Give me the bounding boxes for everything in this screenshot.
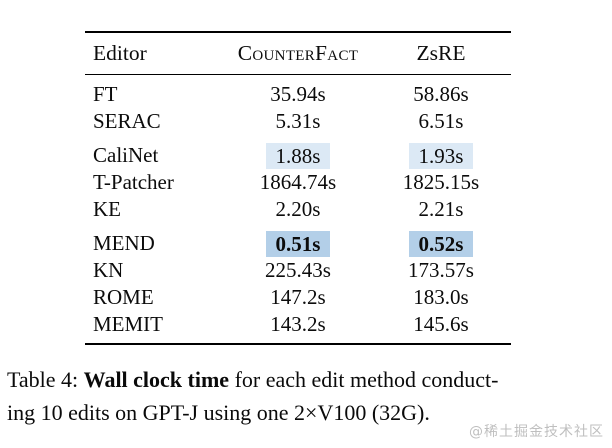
table-bottom-rule — [85, 343, 511, 345]
caption-line2: ing 10 edits on GPT-J using one 2×V100 (… — [7, 400, 430, 425]
counterfact-cell: 2.20s — [275, 197, 321, 221]
caption-bold-phrase: Wall clock time — [83, 367, 230, 392]
highlighted-value: 1.88s — [265, 142, 331, 169]
zsre-cell: 1.93s — [371, 142, 511, 169]
zsre-cell: 58.86s — [413, 82, 469, 106]
editor-cell: SERAC — [93, 109, 161, 133]
counterfact-cell: 147.2s — [270, 285, 326, 309]
table-row-rome: ROME 147.2s 183.0s — [85, 284, 511, 311]
table-header-row: Editor CounterFact ZsRE — [85, 33, 511, 74]
zsre-cell: 145.6s — [413, 312, 469, 336]
editor-cell: CaliNet — [93, 143, 159, 167]
table-header-rule — [85, 74, 511, 75]
zsre-cell: 2.21s — [418, 197, 464, 221]
table-row-ft: FT 35.94s 58.86s — [85, 81, 511, 108]
counterfact-cell: 1.88s — [225, 142, 371, 169]
editor-cell: KN — [93, 258, 124, 282]
zsre-cell: 1825.15s — [402, 170, 480, 194]
zsre-cell: 173.57s — [408, 258, 474, 282]
highlighted-best-value: 0.52s — [408, 230, 474, 257]
counterfact-cell: 1864.74s — [259, 170, 337, 194]
zsre-cell: 0.52s — [371, 230, 511, 257]
table-caption: Table 4: Wall clock time for each edit m… — [7, 363, 607, 429]
counterfact-cell: 5.31s — [275, 109, 321, 133]
watermark: @稀土掘金技术社区 — [469, 424, 604, 440]
highlighted-best-value: 0.51s — [265, 230, 331, 257]
zsre-cell: 6.51s — [418, 109, 464, 133]
caption-line1-rest: for each edit method conduct- — [229, 367, 499, 392]
editor-cell: FT — [93, 82, 118, 106]
editor-cell: KE — [93, 197, 121, 221]
column-header-zsre: ZsRE — [416, 41, 466, 65]
table-row-calinet: CaliNet 1.88s 1.93s — [85, 142, 511, 169]
counterfact-cell: 35.94s — [270, 82, 326, 106]
highlighted-value: 1.93s — [408, 142, 474, 169]
caption-prefix: Table 4: — [7, 367, 84, 392]
editor-cell: MEND — [93, 231, 155, 255]
table-row-tpatcher: T-Patcher 1864.74s 1825.15s — [85, 169, 511, 196]
column-header-editor: Editor — [93, 41, 147, 65]
table-body: FT 35.94s 58.86s SERAC 5.31s 6.51s CaliN… — [85, 75, 511, 343]
editor-cell: MEMIT — [93, 312, 163, 336]
counterfact-cell: 143.2s — [270, 312, 326, 336]
table-row-mend: MEND 0.51s 0.52s — [85, 230, 511, 257]
zsre-cell: 183.0s — [413, 285, 469, 309]
editor-cell: T-Patcher — [93, 170, 174, 194]
counterfact-cell: 225.43s — [265, 258, 331, 282]
counterfact-cell: 0.51s — [225, 230, 371, 257]
table-row-kn: KN 225.43s 173.57s — [85, 257, 511, 284]
table-row-ke: KE 2.20s 2.21s — [85, 196, 511, 223]
wall-clock-time-table: Editor CounterFact ZsRE FT 35.94s 58.86s… — [85, 31, 511, 345]
editor-cell: ROME — [93, 285, 154, 309]
column-header-counterfact: CounterFact — [237, 41, 359, 65]
table-row-serac: SERAC 5.31s 6.51s — [85, 108, 511, 135]
table-top-rule — [85, 31, 511, 33]
table-row-memit: MEMIT 143.2s 145.6s — [85, 311, 511, 338]
